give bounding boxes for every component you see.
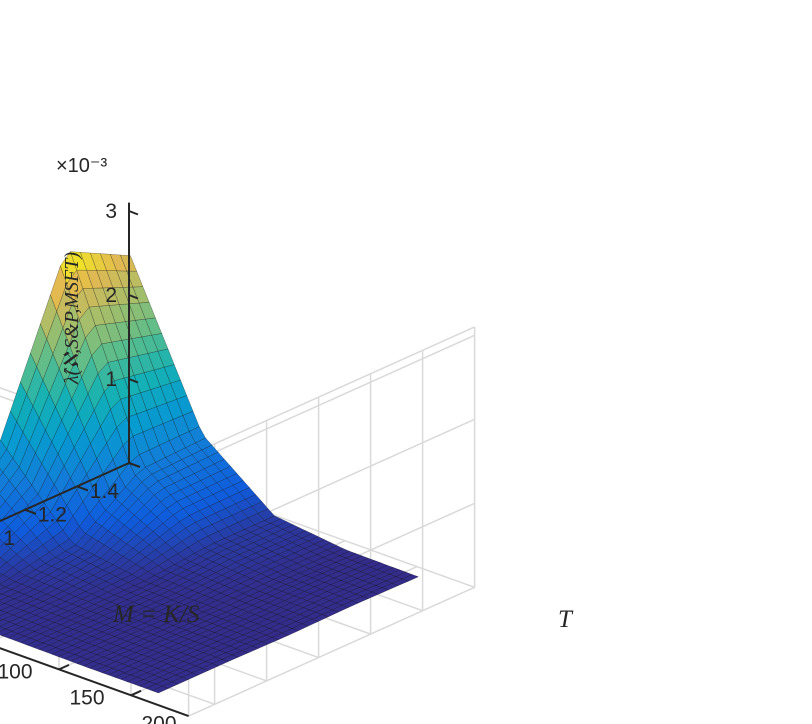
z-tick <box>128 294 139 300</box>
y-tick <box>128 462 141 468</box>
surface <box>0 251 419 694</box>
y-tick-label: 1.4 <box>90 480 120 503</box>
grid-line <box>188 326 475 457</box>
x-tick-label: 150 <box>69 686 104 709</box>
x-tick <box>58 663 70 671</box>
z-tick-label: 1 <box>105 368 117 391</box>
x-tick-label: 100 <box>0 661 33 684</box>
z-tick <box>128 378 139 384</box>
x-axis-label: T <box>558 606 574 633</box>
axes: 1230.40.60.811.21.450100150200 <box>0 200 189 724</box>
z-tick-label: 2 <box>105 284 117 307</box>
y-tick-label: 1.2 <box>38 503 67 526</box>
y-tick <box>76 485 89 492</box>
x-tick <box>130 689 142 697</box>
y-axis-line <box>0 462 130 523</box>
axis-labels: ×10⁻³ T M = K/S λ̂(ℵ,S&P,MSFT) <box>56 155 574 633</box>
y-tick <box>24 508 37 515</box>
z-axis-label: λ̂(ℵ,S&P,MSFT) <box>61 252 83 385</box>
x-tick-label: 200 <box>141 712 176 724</box>
z-exponent-label: ×10⁻³ <box>56 155 107 177</box>
grid-line <box>188 586 475 717</box>
z-tick <box>128 210 139 216</box>
x-axis-line <box>0 647 189 717</box>
z-tick-label: 3 <box>105 200 117 223</box>
grid-line <box>188 334 475 465</box>
y-tick-label: 1 <box>3 527 15 550</box>
y-axis-label: M = K/S <box>112 601 200 628</box>
